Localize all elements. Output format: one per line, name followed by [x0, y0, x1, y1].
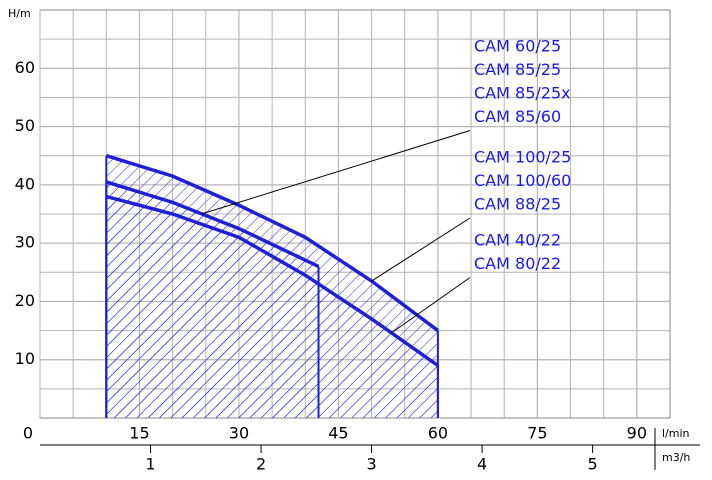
x2-tick-label: 1 [145, 455, 155, 474]
curve-label: CAM 80/22 [474, 254, 561, 273]
x-tick-label: 15 [129, 424, 149, 443]
x2-axis-label: m3/h [662, 451, 690, 464]
curve [105, 180, 320, 269]
y-axis-label: H/m [8, 7, 31, 20]
x2-tick-label: 2 [256, 455, 266, 474]
x-tick-label: 90 [627, 424, 647, 443]
curve [105, 154, 439, 332]
curve-label: CAM 100/25 [474, 148, 571, 167]
hatched-area [106, 196, 438, 418]
x2-tick-label: 5 [588, 455, 598, 474]
y-tick-label: 30 [15, 233, 35, 252]
curve-label: CAM 88/25 [474, 195, 561, 214]
leader-line [371, 217, 471, 282]
x2-tick-label: 4 [477, 455, 487, 474]
y-tick-label: 50 [15, 116, 35, 135]
x2-tick-label: 3 [366, 455, 376, 474]
curve-label: CAM 60/25 [474, 37, 561, 56]
x-tick-label: 30 [229, 424, 249, 443]
curve-label: CAM 100/60 [474, 171, 571, 190]
x-tick-label: 60 [428, 424, 448, 443]
y-tick-label: 40 [15, 174, 35, 193]
plot [105, 154, 439, 418]
curve-label: CAM 85/60 [474, 107, 561, 126]
curve-label: CAM 85/25x [474, 84, 571, 103]
leader-line [201, 130, 471, 215]
y-tick-label: 20 [15, 291, 35, 310]
x-tick-label: 75 [527, 424, 547, 443]
leader-line [391, 277, 471, 334]
y-tick-label: 10 [15, 349, 35, 368]
curve [105, 194, 439, 367]
curve-label: CAM 85/25 [474, 60, 561, 79]
curve-label: CAM 40/22 [474, 231, 561, 250]
x-tick-label: 45 [328, 424, 348, 443]
x-tick-label: 0 [23, 424, 33, 443]
y-tick-label: 60 [15, 58, 35, 77]
x-axis-label: l/min [662, 427, 690, 440]
